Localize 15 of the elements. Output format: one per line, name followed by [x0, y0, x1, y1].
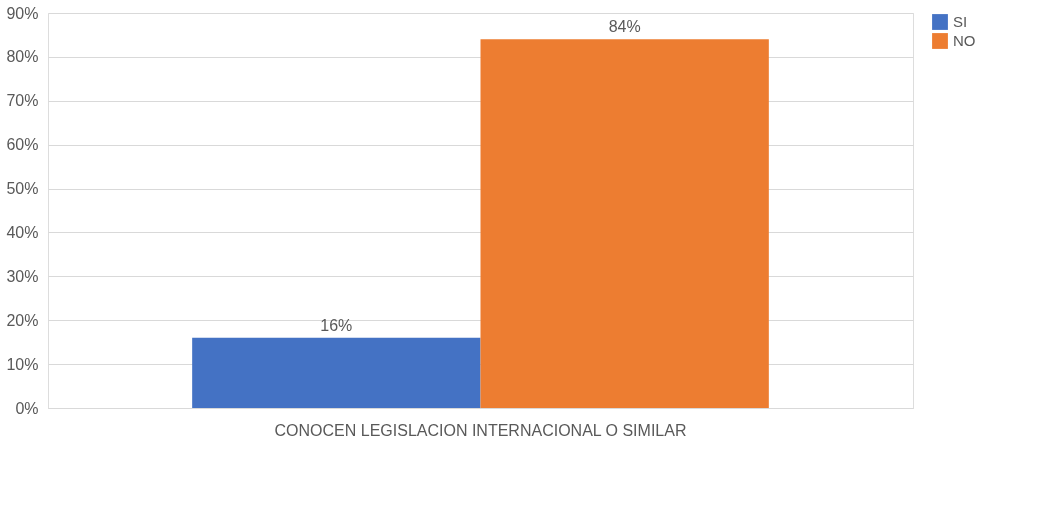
y-tick-label: 20% — [6, 311, 39, 329]
x-tick-label: CONOCEN LEGISLACION INTERNACIONAL O SIMILAR — [274, 421, 687, 439]
y-tick-label: 40% — [6, 223, 39, 241]
legend-label: SI — [953, 13, 968, 30]
y-tick-label: 0% — [15, 399, 39, 417]
data-label: 16% — [320, 316, 353, 334]
y-tick-label: 10% — [6, 355, 39, 373]
data-label: 84% — [608, 18, 641, 36]
legend-label: NO — [953, 32, 976, 49]
y-tick-label: 30% — [6, 267, 39, 285]
y-tick-label: 70% — [6, 92, 39, 110]
y-tick-label: 60% — [6, 136, 39, 154]
y-tick-label: 50% — [6, 180, 39, 198]
y-tick-label: 90% — [6, 4, 39, 22]
y-tick-label: 80% — [6, 48, 39, 66]
